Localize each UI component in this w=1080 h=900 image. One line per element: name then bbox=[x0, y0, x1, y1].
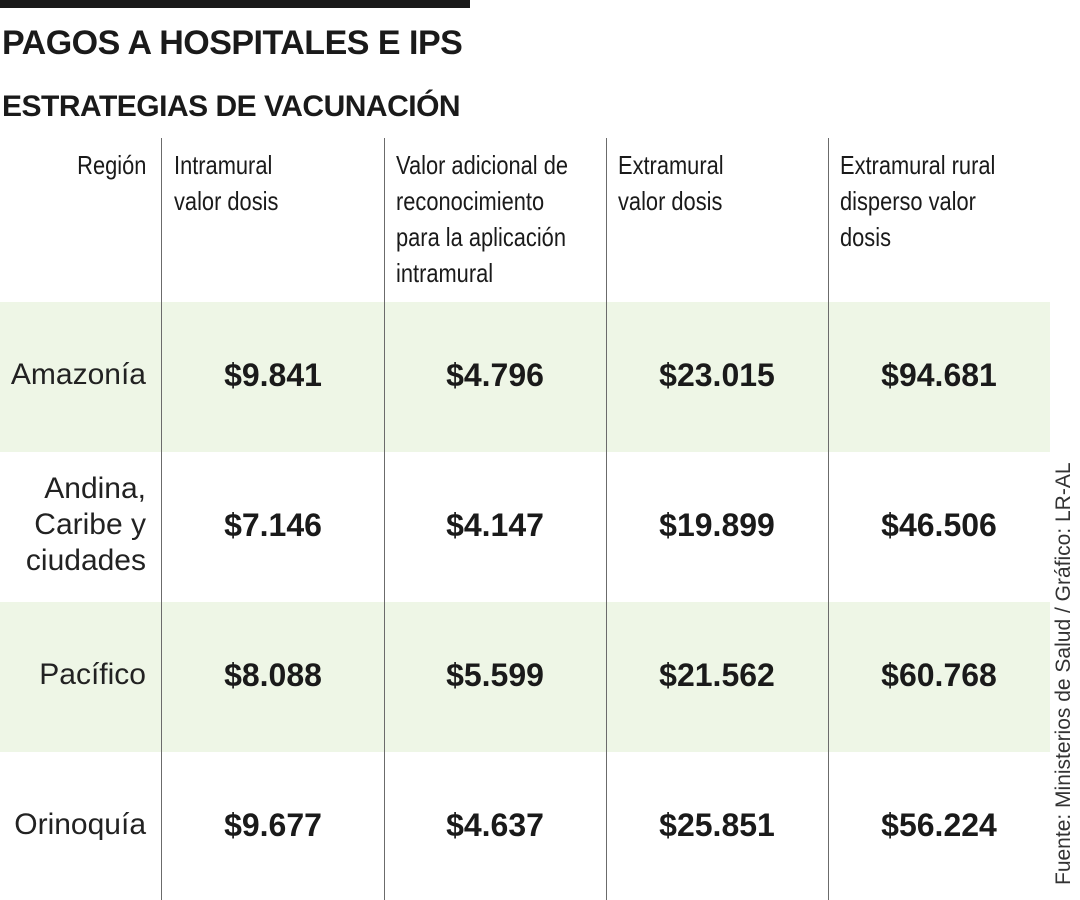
column-header: Extramural valor dosis bbox=[618, 150, 724, 216]
table-cell-value: $56.224 bbox=[881, 807, 997, 843]
table-cell-value: $5.599 bbox=[446, 657, 544, 693]
row-region-label: Andina, Caribe y ciudades bbox=[25, 472, 146, 577]
column-divider bbox=[161, 138, 162, 900]
table-cell-value: $94.681 bbox=[881, 357, 997, 393]
table-cell-value: $19.899 bbox=[659, 507, 775, 543]
column-header: Extramural rural disperso valor dosis bbox=[840, 150, 996, 252]
column-divider bbox=[606, 138, 607, 900]
chart-title: PAGOS A HOSPITALES E IPS bbox=[2, 24, 463, 62]
table-cell-value: $60.768 bbox=[881, 657, 997, 693]
table-cell-value: $7.146 bbox=[224, 507, 322, 543]
column-header: Intramural valor dosis bbox=[174, 150, 279, 216]
table-cell-value: $21.562 bbox=[659, 657, 775, 693]
row-region-label: Pacífico bbox=[39, 658, 146, 691]
row-region-label: Amazonía bbox=[10, 358, 146, 391]
table-cell-value: $23.015 bbox=[659, 357, 775, 393]
table-cell-value: $4.147 bbox=[446, 507, 544, 543]
source-credit: Fuente: Ministerios de Salud / Gráfico: … bbox=[1052, 462, 1075, 885]
table-cell-value: $9.677 bbox=[224, 807, 322, 843]
row-region-label: Orinoquía bbox=[14, 808, 146, 841]
table-cell-value: $4.637 bbox=[446, 807, 544, 843]
column-divider bbox=[384, 138, 385, 900]
top-rule bbox=[0, 0, 470, 8]
row-band bbox=[0, 302, 1050, 452]
table-cell-value: $46.506 bbox=[881, 507, 997, 543]
chart-subtitle: ESTRATEGIAS DE VACUNACIÓN bbox=[2, 90, 461, 123]
table-cell-value: $8.088 bbox=[224, 657, 322, 693]
row-band bbox=[0, 602, 1050, 752]
column-header: Valor adicional de reconocimiento para la … bbox=[396, 150, 569, 288]
table-cell-value: $9.841 bbox=[224, 357, 322, 393]
table-cell-value: $25.851 bbox=[659, 807, 775, 843]
table-cell-value: $4.796 bbox=[446, 357, 544, 393]
column-divider bbox=[828, 138, 829, 900]
column-header: Región bbox=[76, 150, 146, 180]
